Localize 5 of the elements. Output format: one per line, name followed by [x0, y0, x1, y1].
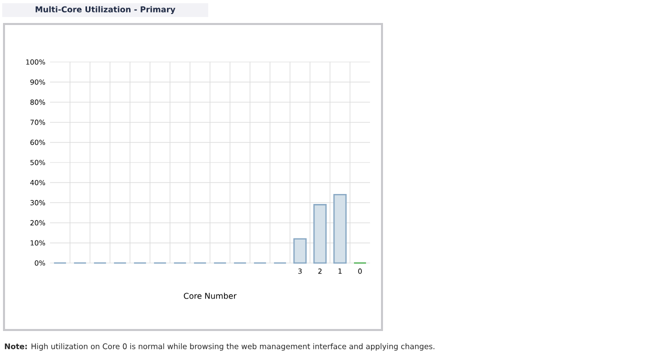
chart-title: Multi-Core Utilization - Primary [36, 6, 176, 14]
bar [313, 204, 327, 264]
bar [293, 238, 307, 264]
x-axis-title: Core Number [184, 292, 237, 299]
bar [333, 194, 347, 264]
